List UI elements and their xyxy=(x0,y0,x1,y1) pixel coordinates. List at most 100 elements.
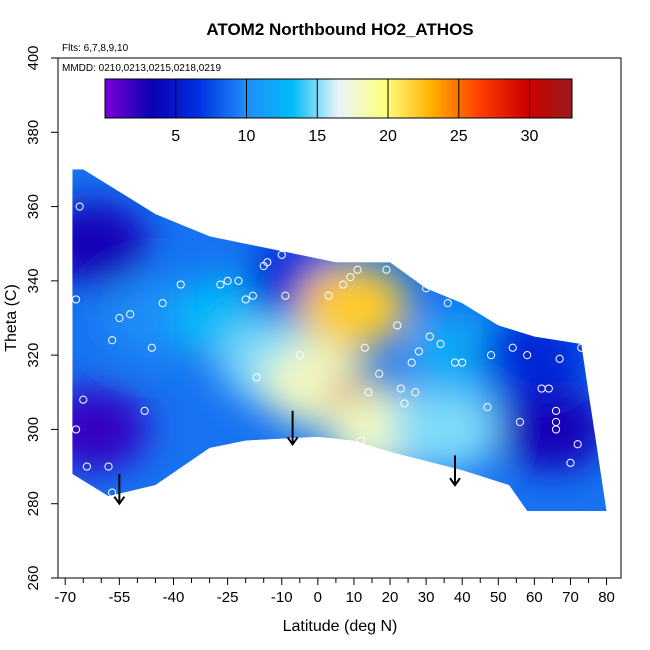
observation-point xyxy=(115,313,124,323)
observation-point xyxy=(357,436,366,445)
observation-point xyxy=(551,425,561,434)
x-tick-label: 30 xyxy=(418,589,435,606)
observation-point xyxy=(104,462,113,471)
x-tick-label: 0 xyxy=(314,589,322,606)
observation-point xyxy=(277,250,286,259)
dates-annotation: MMDD: 0210,0213,0215,0218,0219 xyxy=(62,63,221,74)
observation-point xyxy=(396,384,405,393)
observation-point xyxy=(158,299,167,308)
observation-point xyxy=(147,343,156,352)
arrow-head xyxy=(449,477,461,487)
y-tick-label: 280 xyxy=(25,491,42,516)
x-tick-label: 80 xyxy=(598,589,615,606)
heatmap-cell xyxy=(72,201,150,286)
observation-point xyxy=(515,417,525,427)
observation-point xyxy=(382,265,391,274)
observation-point xyxy=(346,273,355,282)
arrow-marker xyxy=(286,410,299,447)
plot-frame xyxy=(57,57,622,579)
heatmap-cell xyxy=(72,387,150,472)
arrow-markers xyxy=(113,410,461,506)
colorbar-tick-label: 5 xyxy=(171,128,180,145)
observation-point xyxy=(458,358,467,367)
y-axis-label: Theta (C) xyxy=(3,284,20,352)
observation-point xyxy=(551,406,561,415)
observation-point xyxy=(241,295,250,304)
x-tick-label: -55 xyxy=(109,589,131,606)
x-axis-label: Latitude (deg N) xyxy=(283,618,398,635)
observation-point xyxy=(71,425,81,434)
x-tick-label: 10 xyxy=(346,589,363,606)
observation-point xyxy=(353,265,362,274)
y-axis: 260 280 300 320 340 360 380 400 xyxy=(25,45,58,591)
observation-point xyxy=(577,343,586,352)
observation-point xyxy=(523,351,532,360)
observation-point xyxy=(79,395,88,404)
observation-point xyxy=(400,399,409,408)
x-tick-label: -25 xyxy=(217,589,239,606)
observation-point xyxy=(360,343,369,352)
colorbar-tick-label: 15 xyxy=(308,128,326,145)
observation-point xyxy=(324,291,333,300)
arrow-marker xyxy=(113,474,126,506)
observation-point xyxy=(411,388,420,397)
chart-title: ATOM2 Northbound HO2_ATHOS xyxy=(206,20,473,39)
y-tick-label: 360 xyxy=(25,194,42,219)
observation-points xyxy=(71,202,586,497)
heatmap-cell xyxy=(479,313,590,398)
x-tick-label: 50 xyxy=(490,589,507,606)
observation-point xyxy=(544,384,553,393)
y-tick-label: 260 xyxy=(25,565,42,590)
observation-point xyxy=(295,351,304,360)
observation-point xyxy=(71,295,81,304)
y-tick-label: 380 xyxy=(25,120,42,145)
observation-point xyxy=(407,358,416,367)
heatmap-cell xyxy=(389,387,500,472)
observation-point xyxy=(234,276,243,285)
heatmap-clip-group xyxy=(72,169,607,512)
colorbar-ticks: 5 10 15 20 25 30 xyxy=(171,79,539,145)
observation-point xyxy=(281,291,290,300)
observation-point xyxy=(339,280,348,289)
observation-point xyxy=(508,343,517,352)
y-tick-label: 340 xyxy=(25,268,42,293)
heatmap-cell xyxy=(298,264,409,349)
arrow-marker xyxy=(449,455,461,487)
observation-point xyxy=(443,299,452,308)
observation-point xyxy=(486,351,496,360)
observation-point xyxy=(555,354,564,363)
x-tick-label: 40 xyxy=(454,589,471,606)
observation-point xyxy=(364,388,373,397)
x-tick-label: -40 xyxy=(163,589,185,606)
observation-point xyxy=(483,403,492,412)
observation-point xyxy=(248,291,257,300)
observation-point xyxy=(82,462,91,471)
colorbar-rect xyxy=(104,78,573,119)
colorbar-tick-label: 20 xyxy=(379,128,397,145)
observation-point xyxy=(176,280,185,289)
y-tick-label: 300 xyxy=(25,417,42,442)
colorbar-tick-label: 25 xyxy=(450,128,468,145)
observation-point xyxy=(414,347,423,356)
colorbar-tick-label: 10 xyxy=(238,128,256,145)
x-tick-label: 60 xyxy=(526,589,543,606)
flights-annotation: Flts: 6,7,8,9,10 xyxy=(62,43,129,54)
heatmap-field xyxy=(72,169,607,512)
observation-point xyxy=(140,406,149,415)
observation-point xyxy=(75,202,84,211)
observation-point xyxy=(566,458,575,467)
observation-point xyxy=(252,373,261,382)
y-tick-label: 400 xyxy=(25,45,42,70)
observation-point xyxy=(108,488,117,497)
observation-point xyxy=(425,332,434,341)
arrow-head xyxy=(286,436,299,447)
x-tick-label: 70 xyxy=(562,589,579,606)
observation-point xyxy=(108,336,117,345)
colorbar: 5 10 15 20 25 30 xyxy=(104,78,573,145)
x-tick-label: -10 xyxy=(271,589,293,606)
observation-point xyxy=(393,321,402,330)
observation-point xyxy=(263,258,272,267)
heatmap-cells xyxy=(72,201,607,472)
observation-point xyxy=(422,284,431,293)
